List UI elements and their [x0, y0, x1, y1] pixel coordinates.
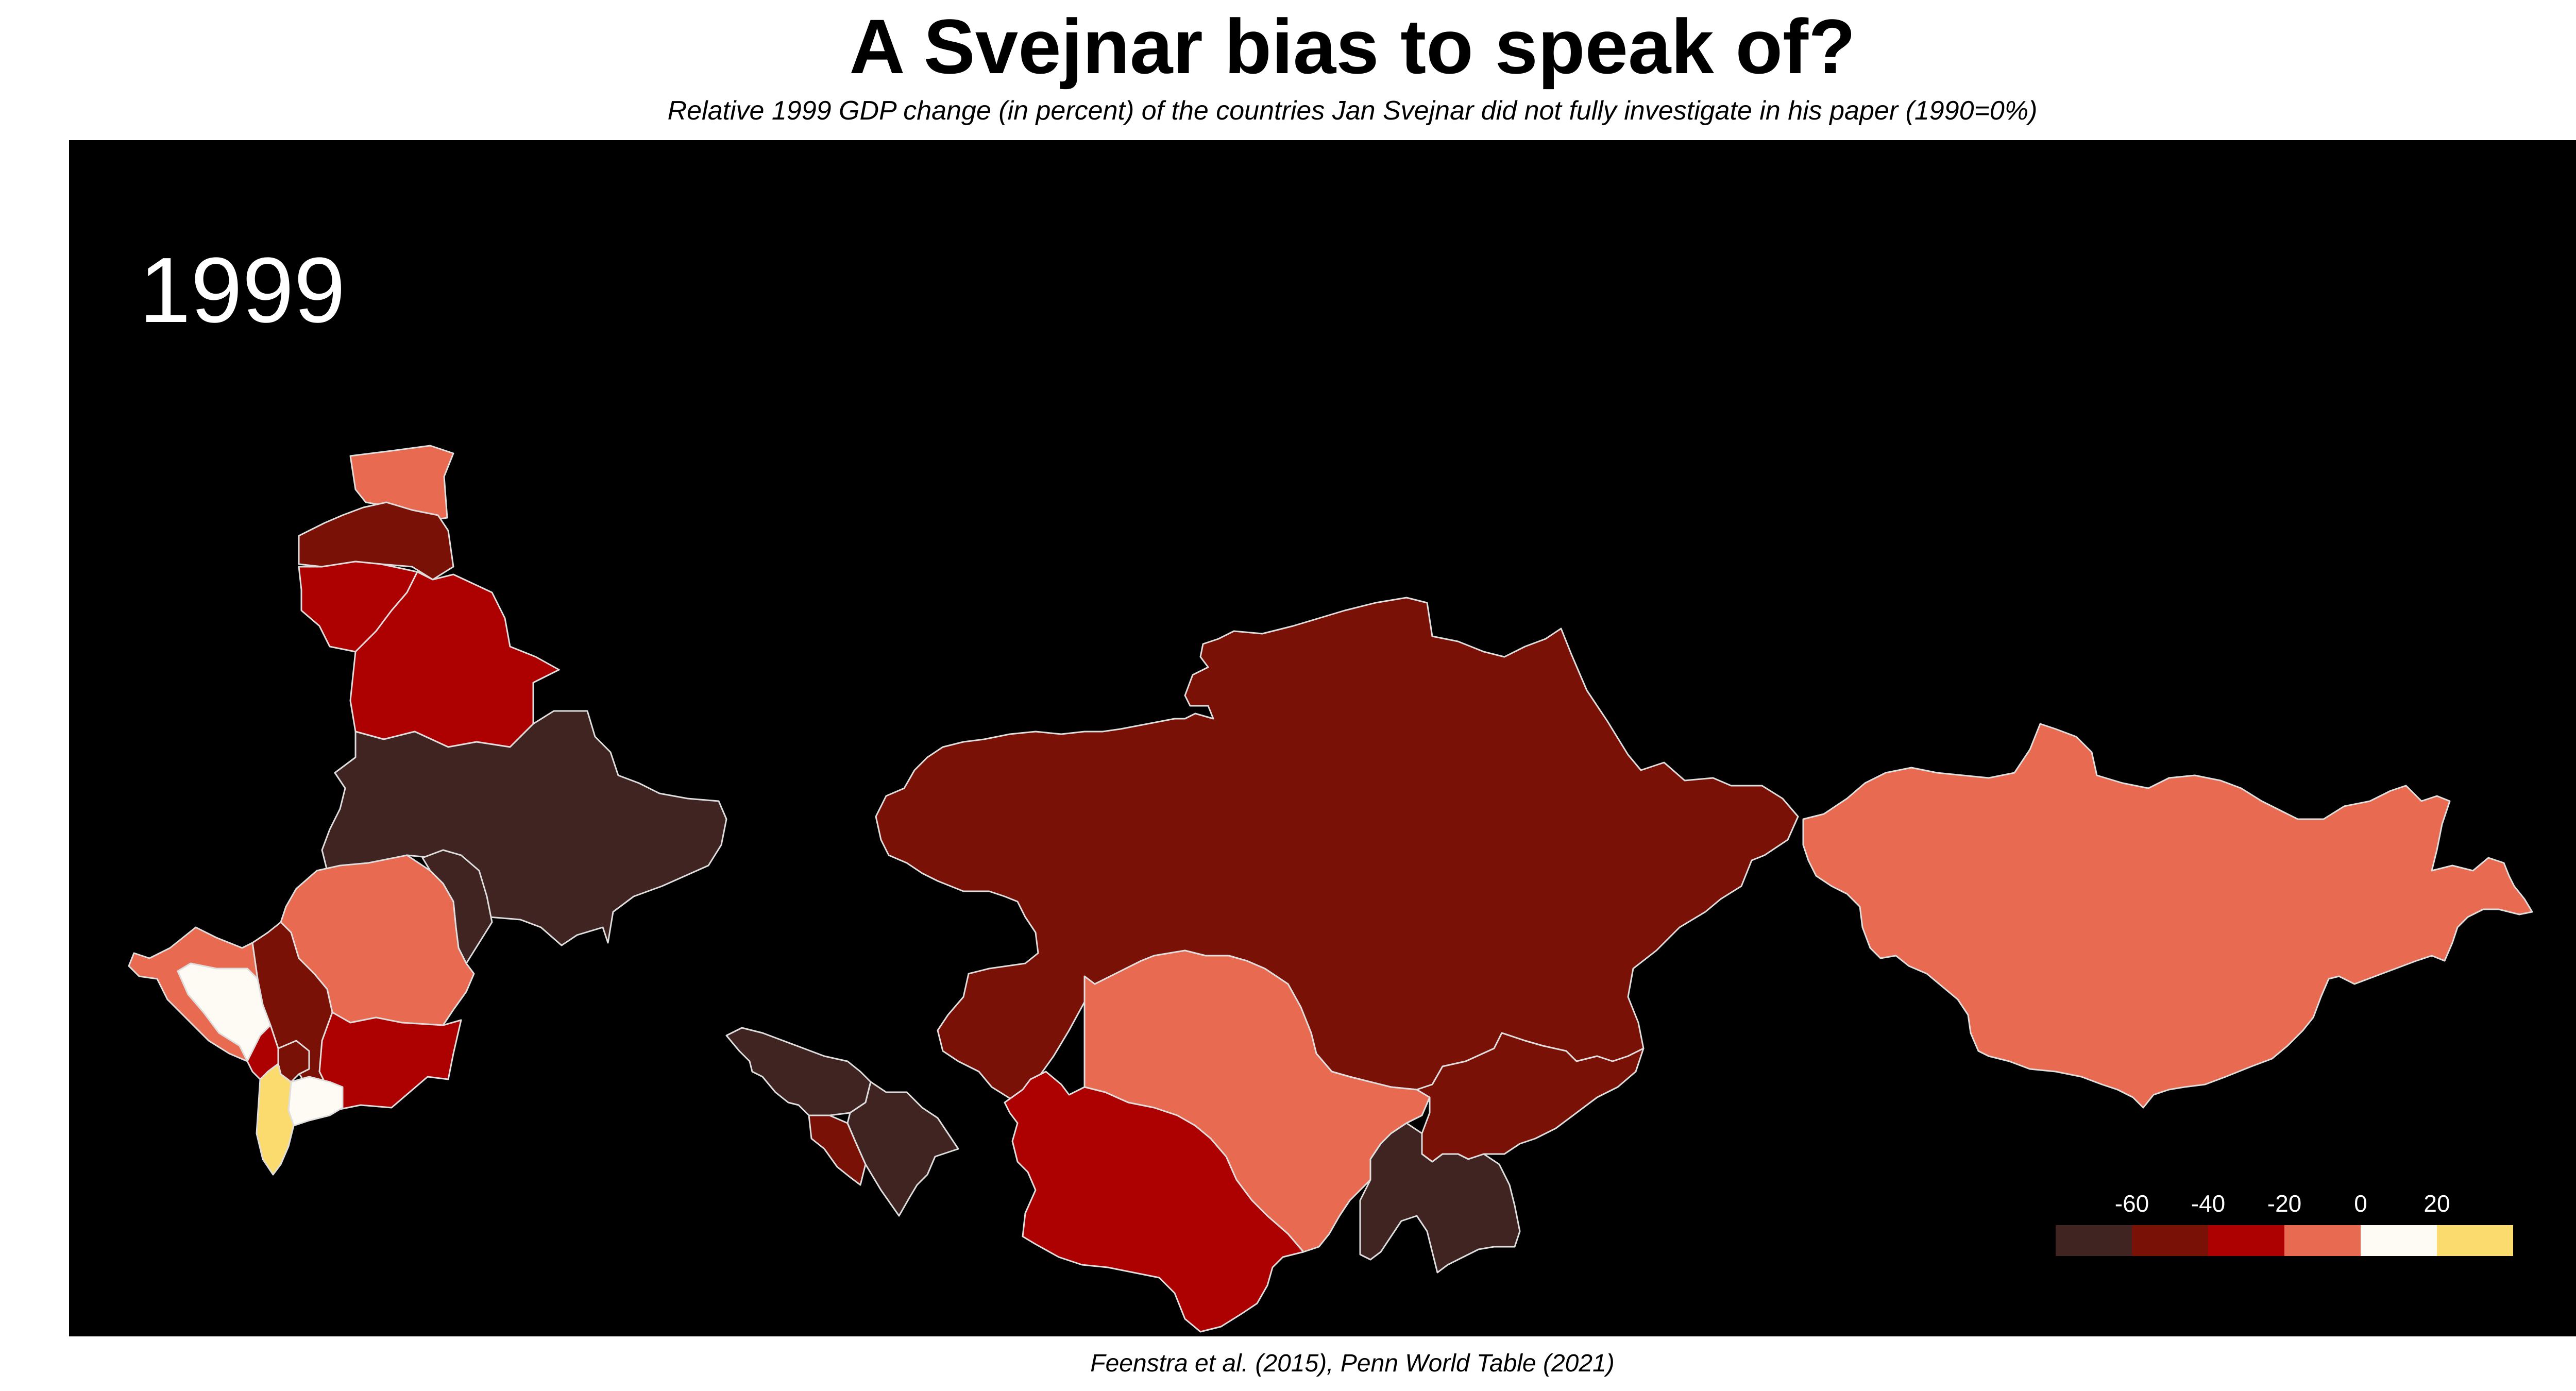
region-azerbaijan	[846, 1081, 959, 1217]
year-label: 1999	[139, 239, 345, 342]
map-panel: 1999	[69, 140, 2576, 1336]
legend-tick-label: 0	[2354, 1190, 2367, 1217]
legend-colorbar	[2056, 1225, 2513, 1256]
legend-swatch-neg60-neg40	[2132, 1225, 2208, 1256]
region-turkmenistan	[1004, 1071, 1304, 1333]
choropleth-map: 1999	[128, 239, 2533, 1333]
chart-subtitle: Relative 1999 GDP change (in percent) of…	[667, 96, 2038, 126]
legend-swatch-0-20	[2361, 1225, 2437, 1256]
region-kazakhstan	[875, 597, 1799, 1101]
chart-title: A Svejnar bias to speak of?	[849, 3, 1856, 90]
legend-swatch-neg40-neg20	[2208, 1225, 2284, 1256]
legend-swatch-gt-20	[2437, 1225, 2513, 1256]
region-north-macedonia	[287, 1076, 344, 1127]
legend-tick-label: -60	[2115, 1190, 2149, 1217]
region-albania	[256, 1063, 295, 1176]
legend-swatch-neg20-0	[2284, 1225, 2361, 1256]
region-mongolia	[1802, 723, 2533, 1109]
legend-tick-label: -40	[2191, 1190, 2225, 1217]
legend-tick-label: 20	[2424, 1190, 2450, 1217]
source-caption: Feenstra et al. (2015), Penn World Table…	[1090, 1350, 1615, 1377]
legend-tick-label: -20	[2267, 1190, 2301, 1217]
region-georgia	[725, 1027, 872, 1116]
legend: -60 -40 -20 0 20	[2056, 1190, 2513, 1256]
region-estonia	[349, 445, 454, 522]
region-tajikistan	[1359, 1122, 1521, 1274]
legend-swatch-lt-neg60	[2056, 1225, 2132, 1256]
